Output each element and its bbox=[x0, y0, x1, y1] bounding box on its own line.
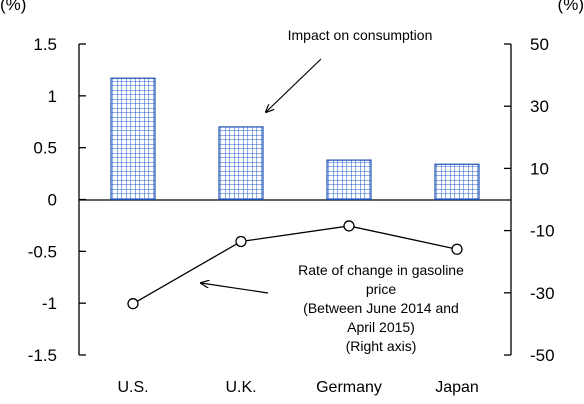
line-point-us bbox=[127, 298, 139, 310]
line-point-germany bbox=[343, 220, 355, 232]
bar-series bbox=[110, 77, 480, 201]
right-axis-unit: (%) bbox=[558, 0, 584, 14]
annotation-line-text: price bbox=[366, 281, 397, 297]
category-label: Japan bbox=[435, 379, 479, 396]
category-label: Germany bbox=[316, 379, 382, 396]
annotation-bars: Impact on consumption bbox=[288, 27, 433, 43]
annotation-line-text: (Between June 2014 and bbox=[303, 300, 459, 316]
line-series bbox=[127, 220, 463, 310]
annotation-line-text: April 2015) bbox=[347, 319, 415, 335]
left-tick-label: 0.5 bbox=[33, 139, 57, 158]
left-axis: 1.5 1 0.5 0 -0.5 -1 -1.5 bbox=[28, 35, 86, 365]
bar-germany bbox=[326, 159, 372, 201]
line-point-japan bbox=[451, 243, 463, 255]
right-tick-label: 50 bbox=[530, 35, 549, 54]
right-tick-label: -50 bbox=[530, 346, 555, 365]
bar-japan bbox=[434, 163, 480, 201]
left-tick-label: 1 bbox=[48, 87, 57, 106]
left-tick-label: 0 bbox=[48, 191, 57, 210]
right-tick-label: -30 bbox=[530, 284, 555, 303]
arrow-bars bbox=[266, 58, 322, 112]
right-tick-label: 30 bbox=[530, 97, 549, 116]
category-labels: U.S. U.K. Germany Japan bbox=[117, 379, 478, 396]
left-tick-label: -1.5 bbox=[28, 346, 57, 365]
gasoline-price-line bbox=[132, 225, 458, 305]
category-label: U.K. bbox=[225, 379, 256, 396]
arrow-line bbox=[201, 283, 269, 294]
bar-uk bbox=[218, 126, 264, 201]
left-tick-label: -0.5 bbox=[28, 242, 57, 261]
right-tick-label: -10 bbox=[530, 222, 555, 241]
left-tick-label: 1.5 bbox=[33, 35, 57, 54]
annotation-line-text: (Right axis) bbox=[346, 338, 417, 354]
annotation-line: Rate of change in gasoline price (Between … bbox=[298, 262, 464, 354]
left-axis-unit: (%) bbox=[0, 0, 26, 14]
annotation-line-text: Rate of change in gasoline bbox=[298, 262, 464, 278]
left-tick-label: -1 bbox=[42, 294, 57, 313]
category-label: U.S. bbox=[117, 379, 148, 396]
right-axis: 50 30 10 -10 -30 -50 bbox=[504, 35, 555, 365]
bar-us bbox=[110, 77, 156, 201]
right-tick-label: 10 bbox=[530, 159, 549, 178]
line-point-uk bbox=[235, 235, 247, 248]
